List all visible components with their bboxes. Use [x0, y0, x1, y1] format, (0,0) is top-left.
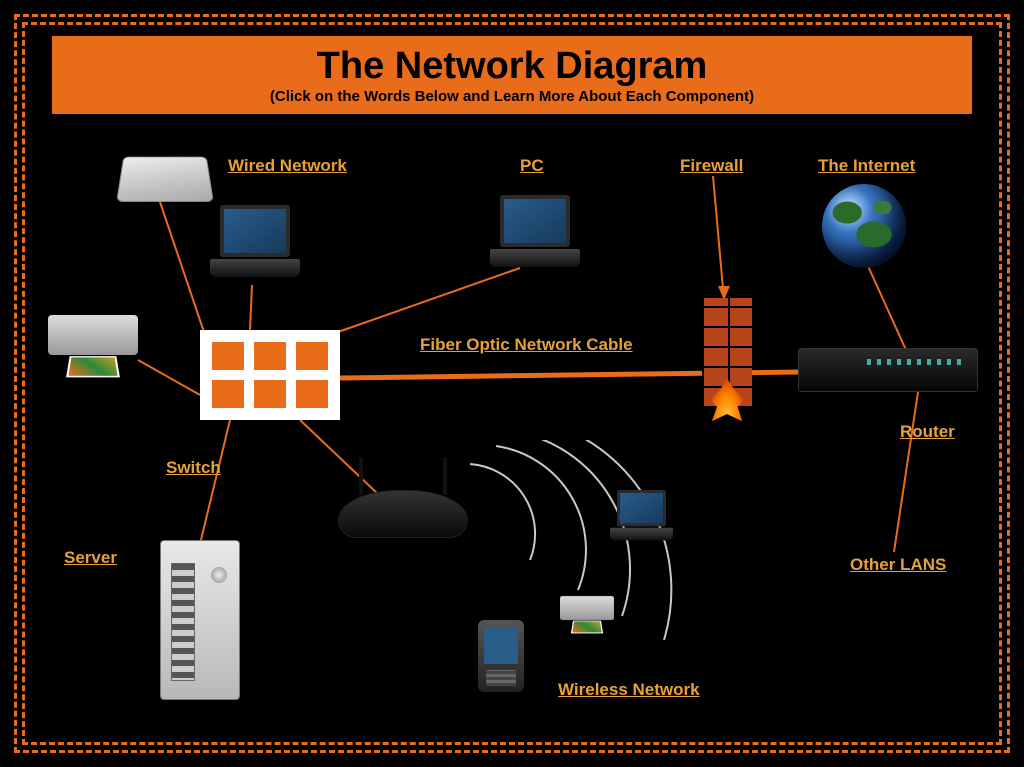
switch-icon: [200, 330, 340, 420]
link-internet[interactable]: The Internet: [818, 156, 915, 176]
router-icon: [798, 348, 978, 392]
laptop-icon: [210, 205, 300, 285]
link-firewall[interactable]: Firewall: [680, 156, 743, 176]
firewall-icon: [702, 298, 752, 418]
printer-icon: [48, 305, 138, 370]
scanner-icon: [116, 157, 214, 202]
link-pc[interactable]: PC: [520, 156, 544, 176]
link-router[interactable]: Router: [900, 422, 955, 442]
link-wireless-network[interactable]: Wireless Network: [558, 680, 700, 700]
link-other-lans[interactable]: Other LANS: [850, 555, 946, 575]
pc-laptop-icon: [490, 195, 580, 275]
link-server[interactable]: Server: [64, 548, 117, 568]
wireless-laptop-icon: [610, 490, 673, 546]
title-bar: The Network Diagram (Click on the Words …: [52, 36, 972, 114]
wireless-ap-icon: [338, 490, 468, 538]
globe-internet-icon: [822, 184, 906, 268]
link-wired-network[interactable]: Wired Network: [228, 156, 347, 176]
pda-icon: [478, 620, 524, 692]
link-switch[interactable]: Switch: [166, 458, 221, 478]
page-title: The Network Diagram: [52, 45, 972, 88]
server-icon: [160, 540, 240, 700]
wireless-printer-icon: [560, 590, 614, 629]
page-subtitle: (Click on the Words Below and Learn More…: [52, 88, 972, 105]
link-fiber-optic[interactable]: Fiber Optic Network Cable: [420, 335, 633, 355]
